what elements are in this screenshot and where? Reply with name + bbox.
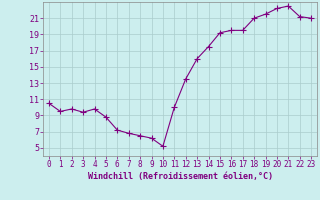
X-axis label: Windchill (Refroidissement éolien,°C): Windchill (Refroidissement éolien,°C) (87, 172, 273, 181)
